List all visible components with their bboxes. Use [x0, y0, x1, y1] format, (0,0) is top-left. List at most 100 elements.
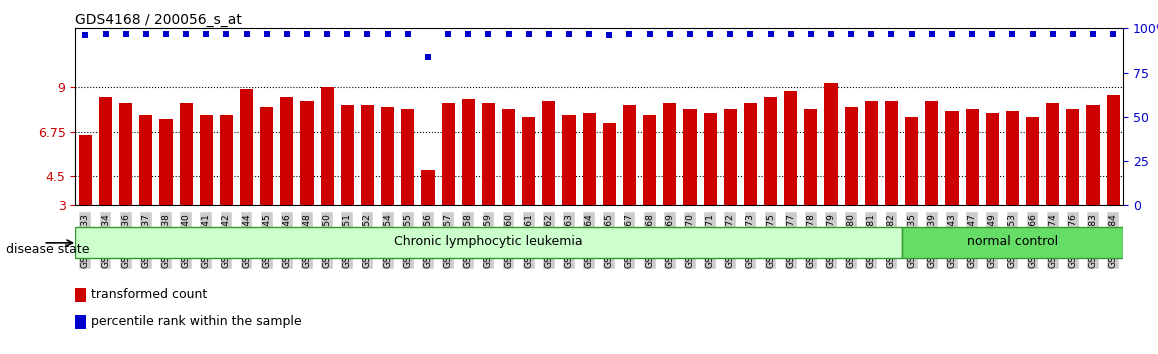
Point	[1043, 31, 1062, 36]
Bar	[1107, 95, 1120, 205]
Bar	[75, 315, 86, 329]
Bar	[340, 105, 354, 205]
Point	[1024, 31, 1042, 36]
Point	[520, 31, 538, 36]
Bar	[261, 107, 273, 205]
Bar	[945, 111, 959, 205]
Point	[660, 31, 679, 36]
Point	[338, 31, 357, 36]
Point	[76, 33, 95, 38]
Point	[761, 31, 779, 36]
Bar	[704, 113, 717, 205]
Bar	[179, 103, 192, 205]
Bar	[966, 109, 979, 205]
Bar	[79, 135, 91, 205]
Text: transformed count: transformed count	[90, 289, 207, 302]
Bar	[724, 109, 736, 205]
Bar	[885, 101, 899, 205]
Point	[358, 31, 376, 36]
Point	[580, 31, 599, 36]
Bar	[542, 101, 556, 205]
Point	[137, 31, 155, 36]
Text: percentile rank within the sample: percentile rank within the sample	[90, 315, 301, 328]
Bar	[441, 103, 455, 205]
Point	[278, 31, 296, 36]
Bar	[844, 107, 858, 205]
Point	[1084, 31, 1102, 36]
Bar	[462, 99, 475, 205]
Bar	[643, 115, 657, 205]
Point	[379, 31, 397, 36]
Point	[499, 31, 518, 36]
Bar	[321, 87, 334, 205]
Bar	[764, 97, 777, 205]
Bar	[199, 115, 213, 205]
Bar	[582, 113, 595, 205]
Point	[782, 31, 800, 36]
FancyBboxPatch shape	[75, 227, 902, 258]
Bar	[503, 109, 515, 205]
Bar	[683, 109, 696, 205]
Point	[902, 31, 921, 36]
Point	[156, 31, 175, 36]
Point	[701, 31, 719, 36]
Bar	[664, 103, 676, 205]
Bar	[1086, 105, 1100, 205]
Point	[882, 31, 901, 36]
Point	[1003, 31, 1021, 36]
Bar	[220, 115, 233, 205]
Point	[600, 33, 618, 38]
Text: disease state: disease state	[6, 243, 89, 256]
Bar	[402, 109, 415, 205]
Bar	[381, 107, 394, 205]
Point	[721, 31, 740, 36]
Point	[439, 31, 457, 36]
Bar	[865, 101, 878, 205]
Bar	[1006, 111, 1019, 205]
Point	[398, 31, 417, 36]
Bar	[824, 84, 837, 205]
Bar	[1026, 117, 1039, 205]
Bar	[985, 113, 999, 205]
Bar	[361, 105, 374, 205]
Text: Chronic lymphocytic leukemia: Chronic lymphocytic leukemia	[394, 235, 582, 248]
Bar	[522, 117, 535, 205]
Bar	[482, 103, 494, 205]
Point	[96, 31, 115, 36]
Bar	[422, 170, 434, 205]
Bar	[119, 103, 132, 205]
Point	[741, 31, 760, 36]
Point	[540, 31, 558, 36]
Bar	[1067, 109, 1079, 205]
Bar	[1046, 103, 1060, 205]
Point	[640, 31, 659, 36]
Point	[177, 31, 196, 36]
Text: GDS4168 / 200056_s_at: GDS4168 / 200056_s_at	[75, 13, 242, 27]
Bar	[743, 103, 757, 205]
Point	[197, 31, 215, 36]
Bar	[925, 101, 938, 205]
Bar	[98, 97, 112, 205]
Bar	[160, 119, 173, 205]
Point	[621, 31, 639, 36]
Bar	[139, 115, 153, 205]
Bar	[240, 89, 254, 205]
Bar	[805, 109, 818, 205]
Point	[842, 31, 860, 36]
Bar	[603, 123, 616, 205]
Text: normal control: normal control	[967, 235, 1058, 248]
Point	[117, 31, 135, 36]
Point	[962, 31, 981, 36]
Point	[237, 31, 256, 36]
Point	[298, 31, 316, 36]
Bar	[563, 115, 576, 205]
Bar	[623, 105, 636, 205]
Point	[218, 31, 236, 36]
Point	[822, 31, 841, 36]
Point	[862, 31, 880, 36]
Point	[681, 31, 699, 36]
Point	[1063, 31, 1082, 36]
Point	[479, 31, 498, 36]
Point	[318, 31, 337, 36]
Bar	[75, 288, 86, 302]
